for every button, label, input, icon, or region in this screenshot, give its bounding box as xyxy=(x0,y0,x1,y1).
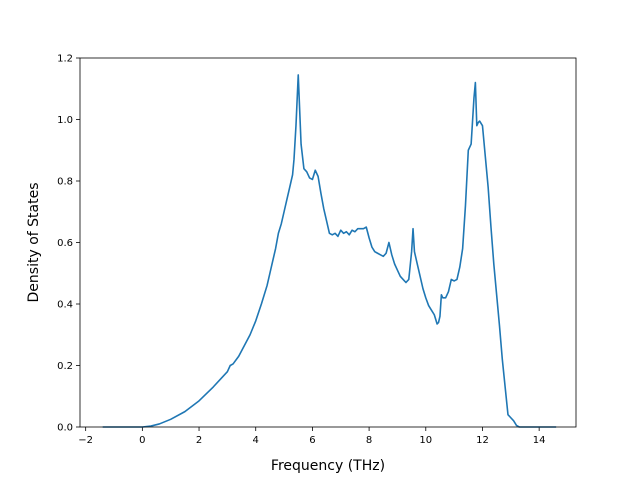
x-tick-label: 2 xyxy=(196,435,202,446)
y-tick-label: 0.4 xyxy=(57,300,73,311)
x-tick-label: 10 xyxy=(419,435,432,446)
y-tick-label: 1.2 xyxy=(57,54,73,65)
ticks-layer: −2 0 2 4 6 8 10 12 14 0.0 0.2 0.4 0.6 0.8 1.0 1.2 xyxy=(57,54,545,447)
x-tick-label: 12 xyxy=(476,435,489,446)
x-axis-title: Frequency (THz) xyxy=(271,458,385,474)
series-layer xyxy=(102,74,557,428)
x-tick-label: 4 xyxy=(253,435,259,446)
x-tick-label: 8 xyxy=(366,435,372,446)
x-tick-label: −2 xyxy=(78,435,93,446)
x-tick-label: 0 xyxy=(139,435,145,446)
y-tick-label: 0.8 xyxy=(57,177,73,188)
y-tick-label: 0.6 xyxy=(57,238,73,249)
plot-area-frame xyxy=(79,57,577,428)
y-tick-label: 0.0 xyxy=(57,423,73,434)
x-tick-label: 6 xyxy=(309,435,315,446)
y-tick-label: 1.0 xyxy=(57,115,73,126)
x-tick-label: 14 xyxy=(533,435,546,446)
series-line-dos xyxy=(102,74,557,428)
y-tick-label: 0.2 xyxy=(57,361,73,372)
y-axis-title: Density of States xyxy=(26,183,42,303)
